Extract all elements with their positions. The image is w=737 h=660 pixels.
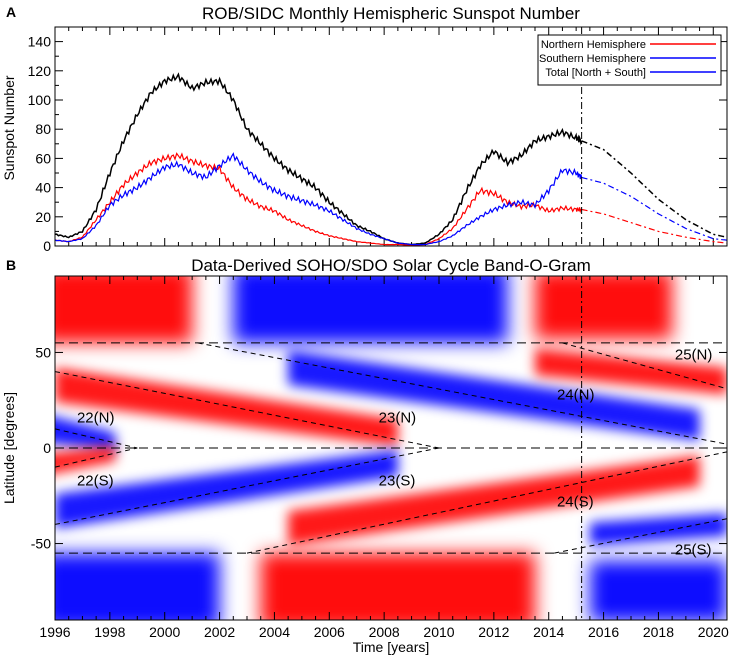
band-s-pole-cycle-22 [55,553,220,620]
band-n-pole-cycle-24 [535,276,673,340]
series-line-total-north-south- [55,72,583,246]
xtick-b-label: 2006 [314,624,345,640]
series-line-southern-hemisphere [55,152,583,246]
chart-a-title: ROB/SIDC Monthly Hemispheric Sunspot Num… [202,4,580,23]
chart-b-title: Data-Derived SOHO/SDO Solar Cycle Band-O… [191,256,591,275]
ytick-a-label: 80 [35,121,51,137]
chart-a-series [55,72,727,246]
band-tracks [55,342,727,554]
y-ticks-a: 0 20 40 60 80 100 120 140 [28,34,727,254]
xtick-b-label: 1996 [39,624,70,640]
ytick-b-label: 50 [35,344,51,360]
ytick-b-label: -50 [31,536,51,552]
cycle-label: 22(S) [77,472,114,489]
xtick-b-label: 2014 [533,624,564,640]
cycle-label: 25(N) [675,346,713,363]
panel-label-b: B [6,257,16,273]
ytick-a-label: 120 [28,63,52,79]
legend-label-north: Northern Hemisphere [541,39,646,51]
ytick-a-label: 100 [28,92,52,108]
ytick-a-label: 40 [35,180,51,196]
band-23-s-band [55,449,398,529]
band-25-n-band [535,348,727,395]
xtick-b-label: 2002 [204,624,235,640]
x-minor-ticks-a [54,27,714,246]
ytick-a-label: 20 [35,209,51,225]
panel-label-a: A [6,4,16,20]
band-25-s-band [589,512,727,546]
xtick-b-label: 2000 [149,624,180,640]
chart-a-ylabel: Sunspot Number [1,75,17,180]
xtick-b-label: 2016 [588,624,619,640]
band-track-line [246,451,727,554]
ytick-b-label: 0 [43,440,51,456]
chart-b-ylabel: Latitude [degrees] [1,392,17,504]
band-track-line [55,447,440,525]
xtick-b-label: 2004 [259,624,290,640]
band-s-pole-cycle-24 [589,560,727,620]
reference-lines [55,342,727,554]
band-track-line [554,518,727,554]
legend-label-total: Total [North + South] [545,67,646,79]
chart-b-xlabel: Time [years] [353,639,430,655]
legend-label-south: Southern Hemisphere [539,53,646,65]
xtick-b-label: 2010 [423,624,454,640]
cycle-label: 25(S) [675,541,712,558]
ytick-a-label: 60 [35,150,51,166]
cycle-label: 23(S) [379,472,416,489]
cycle-label: 24(N) [557,386,595,403]
series-line-southern-forecast [581,176,727,241]
band-n-pole-cycle-23 [233,276,508,343]
xtick-b-label: 2012 [478,624,509,640]
ytick-a-label: 140 [28,34,52,50]
band-n-pole-cycle-22 [55,276,193,343]
cycle-label: 23(N) [379,409,417,426]
cycle-label: 22(N) [77,409,115,426]
xtick-b-label: 2018 [643,624,674,640]
band-track-line [55,371,440,449]
band-22-n-band [55,416,116,452]
x-ticks-b: 1996 1998 2000 2002 2004 2006 2008 2010 2012 2014… [39,276,729,640]
legend: Northern Hemisphere Southern Hemisphere … [537,34,722,86]
chart-a-frame [54,26,728,247]
band-track-line [562,342,727,390]
series-line-northern-hemisphere [55,152,582,246]
cycle-annotations: 22(N) 22(S) 23(N) 23(S) 24(N) 24(S) 25(N) 25(S) [77,346,712,558]
y-ticks-b: -50 0 50 [31,344,727,552]
series-line-total-forecast [581,140,727,238]
xtick-b-label: 2008 [369,624,400,640]
series-line-northern-forecast [581,208,727,244]
band-s-pole-cycle-23 [260,553,535,620]
xtick-b-label: 1998 [94,624,125,640]
band-24-n-band [288,350,700,441]
cycle-label: 24(S) [557,494,594,511]
band-23-n-band [55,367,398,447]
xtick-b-label: 2020 [698,624,729,640]
chart-b-frame [54,275,728,621]
ytick-a-label: 0 [43,238,51,254]
